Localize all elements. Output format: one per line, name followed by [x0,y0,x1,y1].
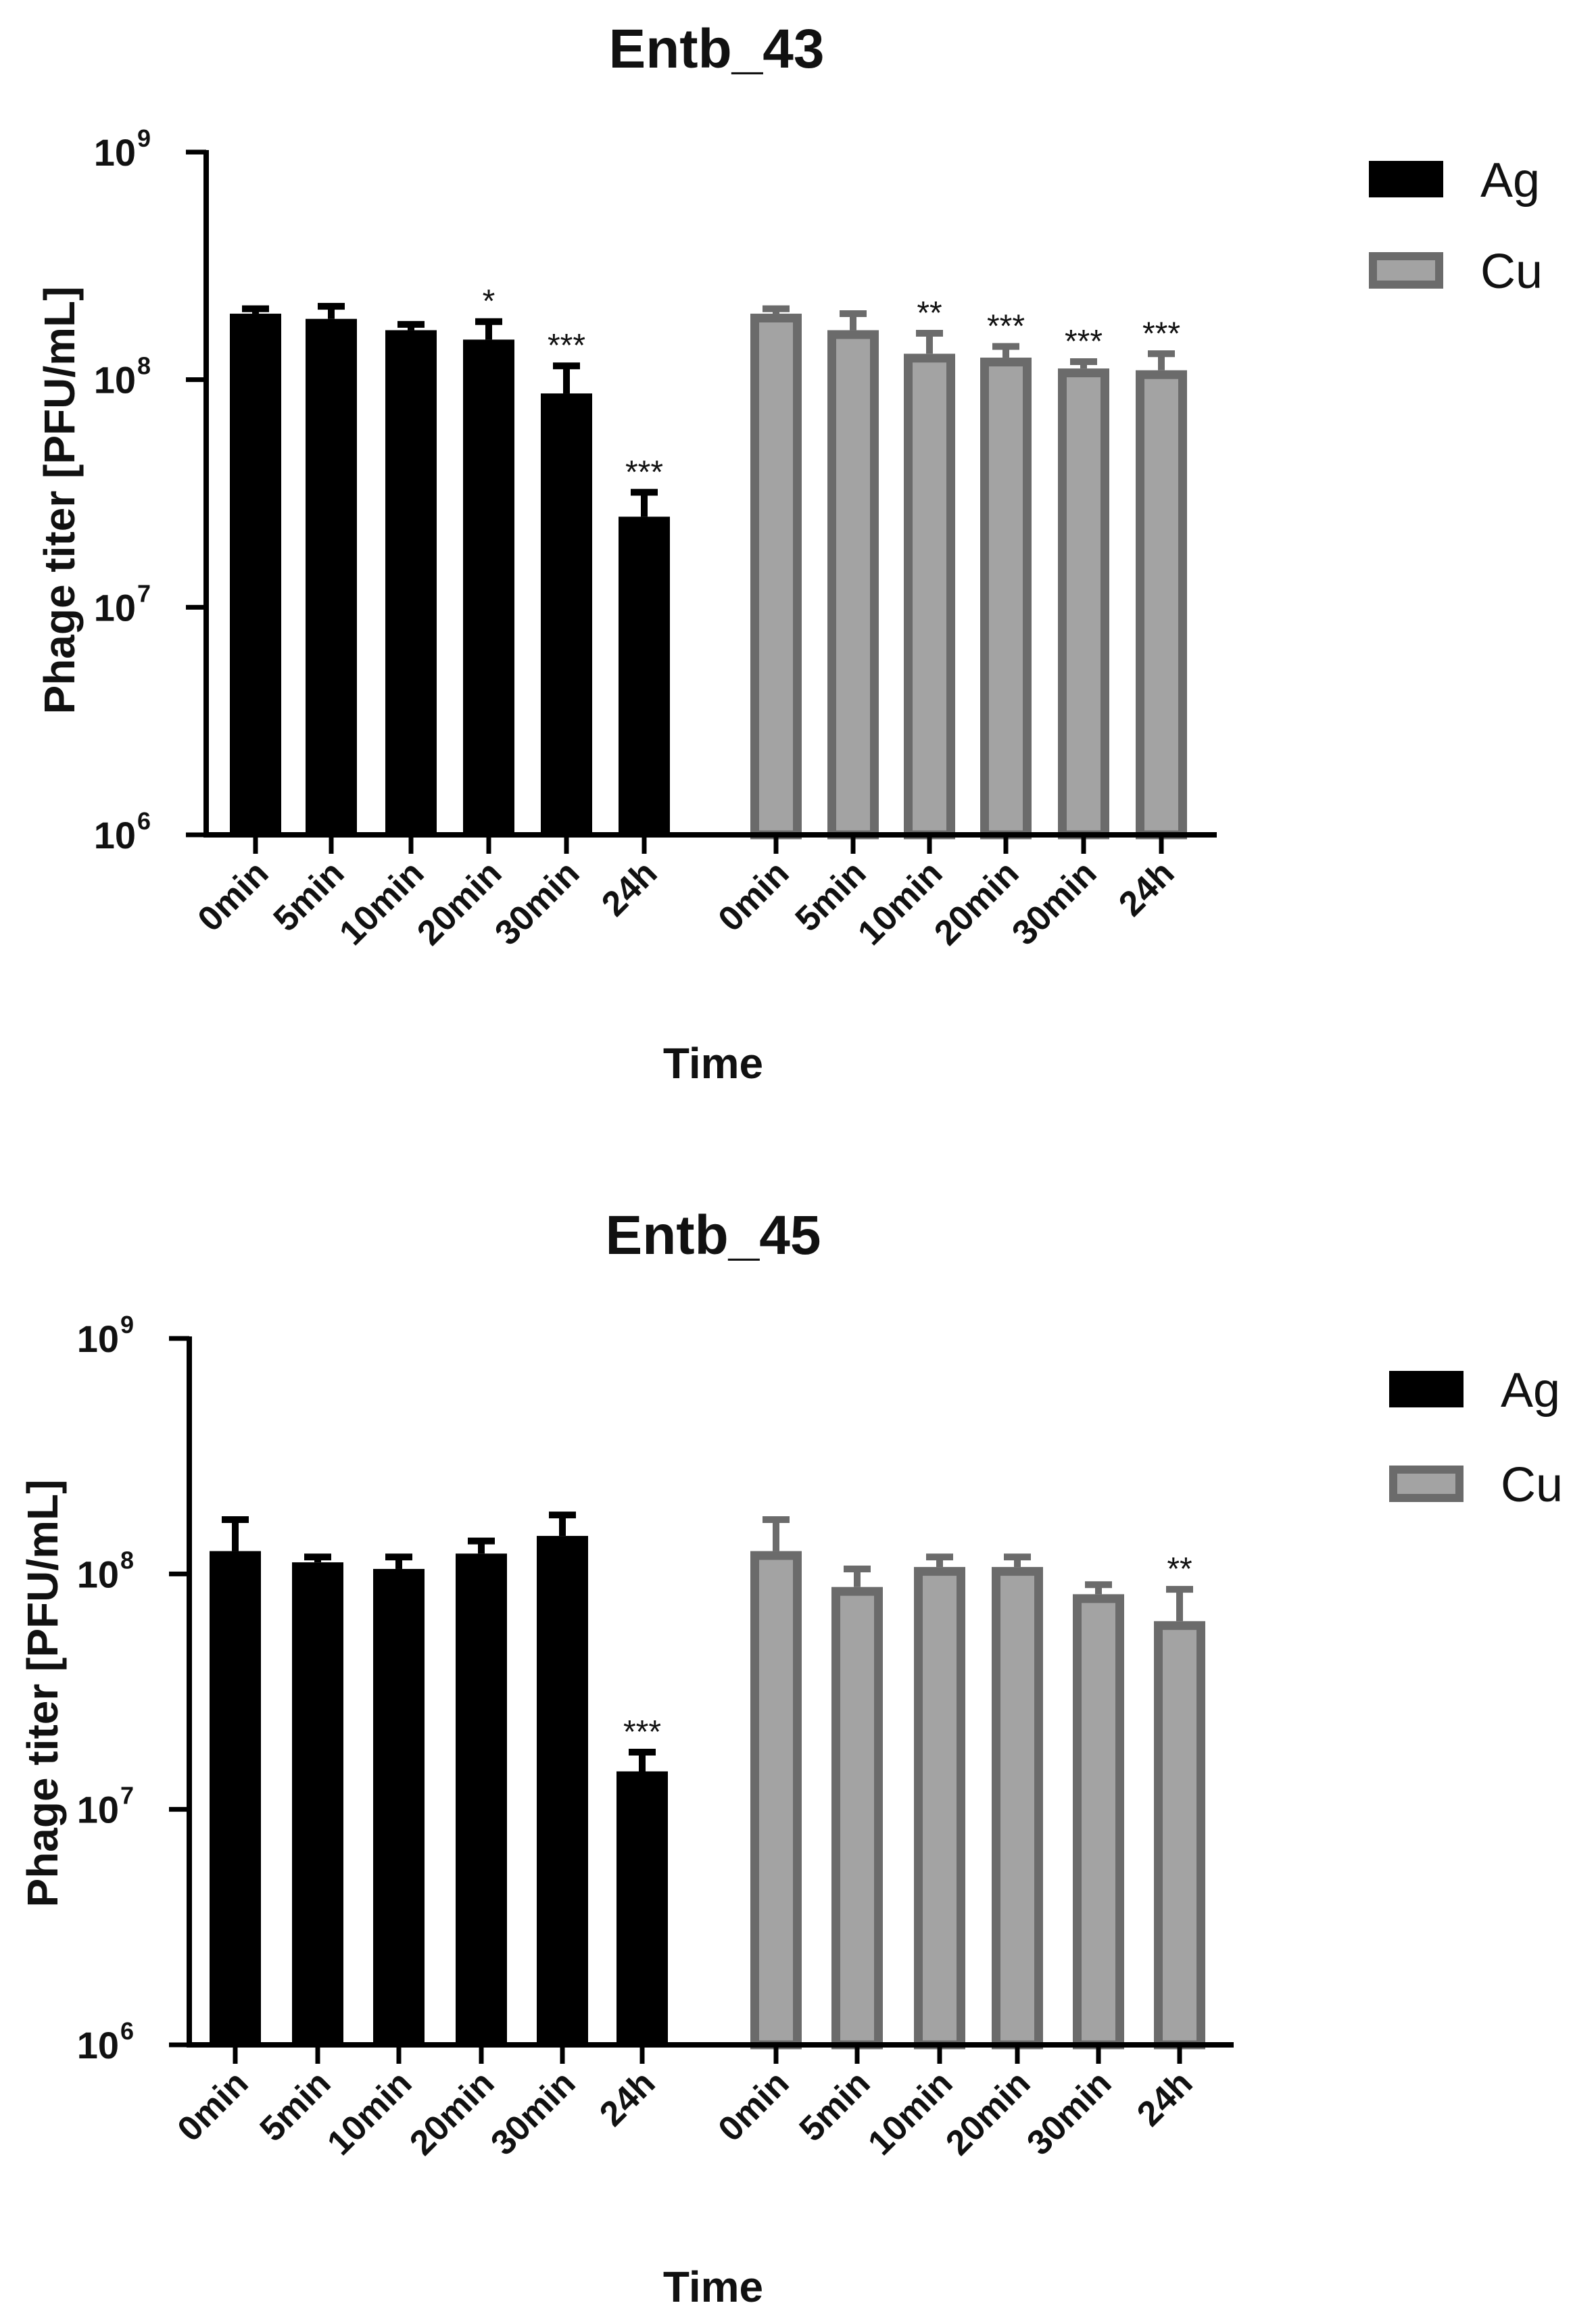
y-tick-label: 10 [94,814,136,856]
bar-ag [306,318,357,835]
x-tick-label: 30min [1005,853,1104,952]
legend-swatch-ag [1369,161,1443,197]
chart-panel-entb-43: Entb_43 Phage titer [PFU/mL] Time ******… [35,18,1543,1088]
y-axis-label: Phage titer [PFU/mL] [18,1480,67,1908]
bar-ag [456,1553,507,2045]
chart-panel-entb-45: Entb_45 Phage titer [PFU/mL] Time ***** … [18,1205,1563,2311]
y-tick-exponent: 8 [137,352,151,380]
bar-ag [541,393,592,835]
x-tick-label: 24h [594,853,664,923]
y-tick-label: 10 [94,586,136,629]
legend-label-cu: Cu [1501,1458,1563,1512]
bar-group: ********* *** *** *** [230,284,1187,840]
legend: Ag Cu [1369,153,1543,299]
x-tick-label: 0min [711,853,797,939]
legend-swatch-cu [1369,252,1443,289]
bar-ag [292,1562,343,2045]
x-axis-label: Time [663,2263,763,2311]
y-tick-exponent: 9 [120,1311,134,1338]
bar-cu [1058,368,1109,840]
x-tick-label: 10min [861,2063,960,2162]
y-tick-label: 10 [77,2024,119,2066]
bar-ag [616,1771,668,2045]
y-tick-label: 10 [77,1317,119,1360]
significance-label: ** [1167,1551,1192,1587]
x-axis-label: Time [663,1039,763,1088]
x-tick-label: 10min [332,853,431,952]
significance-label: *** [1142,316,1180,352]
bar-cu [992,1567,1043,2050]
bar-ag [373,1568,425,2045]
y-tick-label: 10 [94,131,136,174]
x-tick-label: 30min [483,2063,583,2162]
chart-title: Entb_43 [609,18,825,80]
x-tick-label: 0min [170,2063,256,2149]
significance-label: *** [623,1714,661,1750]
bar-ag [463,339,514,836]
bar-ag [230,314,281,835]
x-tick-label: 30min [487,853,587,952]
legend-label-ag: Ag [1480,153,1540,208]
x-tick-label: 20min [410,853,509,952]
bar-cu [1154,1621,1205,2050]
bar-ag [619,516,670,835]
bar-cu [980,358,1032,840]
x-tick-label: 0min [711,2063,797,2149]
y-tick-exponent: 6 [120,2017,134,2045]
bar-ag [385,330,437,835]
bar-cu [750,1551,802,2050]
significance-label: * [483,284,495,320]
significance-label: *** [625,454,663,490]
bar-cu [827,330,879,840]
legend-label-cu: Cu [1480,245,1543,299]
y-tick-label: 10 [77,1789,119,1831]
x-tick-label: 30min [1019,2063,1119,2162]
legend-swatch-ag [1389,1371,1464,1407]
x-tick-label: 24h [1130,2063,1200,2133]
bar-cu [904,354,955,840]
x-tick-label: 10min [850,853,950,952]
significance-label: *** [987,308,1025,344]
bar-ag [537,1536,588,2045]
bar-cu [1136,370,1187,840]
bar-cu [831,1587,883,2050]
x-tick-label: 24h [592,2063,662,2133]
bar-group: ***** [210,1511,1205,2050]
legend-swatch-cu [1389,1466,1464,1502]
x-tick-label: 20min [938,2063,1038,2162]
bar-cu [1073,1594,1124,2050]
y-tick-label: 10 [77,1553,119,1595]
y-tick-exponent: 9 [137,124,151,152]
significance-label: ** [917,295,942,331]
y-tick-exponent: 6 [137,807,151,835]
bar-cu [750,314,802,840]
bar-ag [210,1551,261,2045]
x-tick-label: 10min [320,2063,419,2162]
legend-label-ag: Ag [1501,1363,1560,1418]
x-tick-label: 0min [191,853,276,939]
significance-label: *** [1065,324,1103,360]
x-tick-label: 20min [927,853,1026,952]
y-tick-exponent: 7 [137,579,151,607]
legend: Ag Cu [1389,1363,1563,1512]
y-axis-label: Phage titer [PFU/mL] [35,287,84,715]
y-tick-exponent: 8 [120,1546,134,1574]
chart-title: Entb_45 [606,1205,821,1266]
x-tick-label: 24h [1111,853,1182,923]
y-tick-label: 10 [94,359,136,402]
y-tick-exponent: 7 [120,1782,134,1810]
bar-cu [914,1567,965,2050]
x-tick-label: 20min [402,2063,502,2162]
significance-label: *** [548,328,585,364]
